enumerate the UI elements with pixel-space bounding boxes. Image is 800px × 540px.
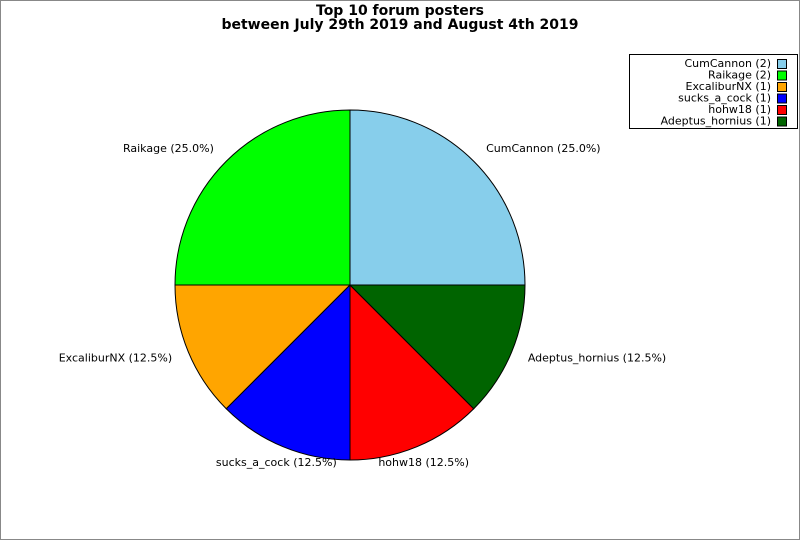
slice-label: hohw18 (12.5%) [378,456,469,469]
legend-label: sucks_a_cock (1) [678,92,771,105]
slice-label: Adeptus_hornius (12.5%) [528,352,666,365]
legend-label: Adeptus_hornius (1) [661,115,771,128]
pie-slice [349,109,526,286]
slice-label: CumCannon (25.0%) [486,142,600,155]
legend-swatch [777,93,787,104]
pie-slice [225,283,351,461]
slice-label: Raikage (25.0%) [123,142,214,155]
chart-title: Top 10 forum posters [316,3,484,19]
pie-slice [349,283,475,461]
legend-swatch [777,59,787,69]
legend-box [629,54,798,129]
chart-subtitle: between July 29th 2019 and August 4th 20… [221,17,578,33]
pie-slice [348,284,526,410]
legend-swatch [777,105,787,115]
slice-label: sucks_a_cock (12.5%) [216,456,337,469]
legend-label: hohw18 (1) [708,103,771,116]
pie-slice [174,284,352,410]
pie-slice [174,109,351,286]
legend-swatch [777,70,787,81]
legend-swatch [777,116,787,127]
legend-label: CumCannon (2) [684,57,771,70]
legend-label: Raikage (2) [708,69,771,82]
legend-swatch [777,82,787,92]
legend-label: ExcaliburNX (1) [686,80,772,93]
slice-label: ExcaliburNX (12.5%) [59,352,172,365]
